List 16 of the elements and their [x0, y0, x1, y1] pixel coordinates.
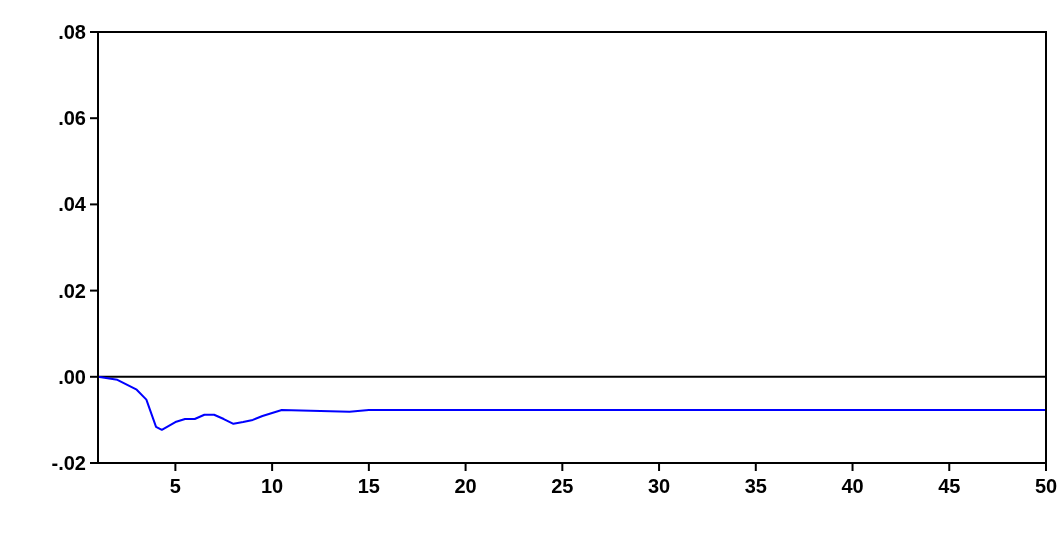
x-tick-label: 40: [841, 475, 864, 497]
x-tick-label: 30: [647, 475, 671, 497]
x-tick-label: 20: [454, 475, 477, 497]
x-tick-label: 10: [261, 475, 284, 497]
x-tick-label: 35: [744, 475, 767, 497]
y-tick-label: .04: [58, 193, 87, 216]
y-tick-label: -.02: [51, 452, 86, 474]
y-tick-label: .06: [58, 107, 86, 130]
x-tick-label: 5: [169, 475, 181, 497]
y-tick-label: .08: [58, 21, 86, 43]
x-tick-label: 25: [551, 475, 574, 497]
y-tick-label: .00: [58, 365, 86, 388]
x-tick-label: 45: [938, 475, 961, 497]
x-tick-label: 50: [1034, 475, 1058, 497]
x-tick-label: 15: [357, 475, 380, 497]
y-tick-label: .02: [58, 279, 86, 302]
